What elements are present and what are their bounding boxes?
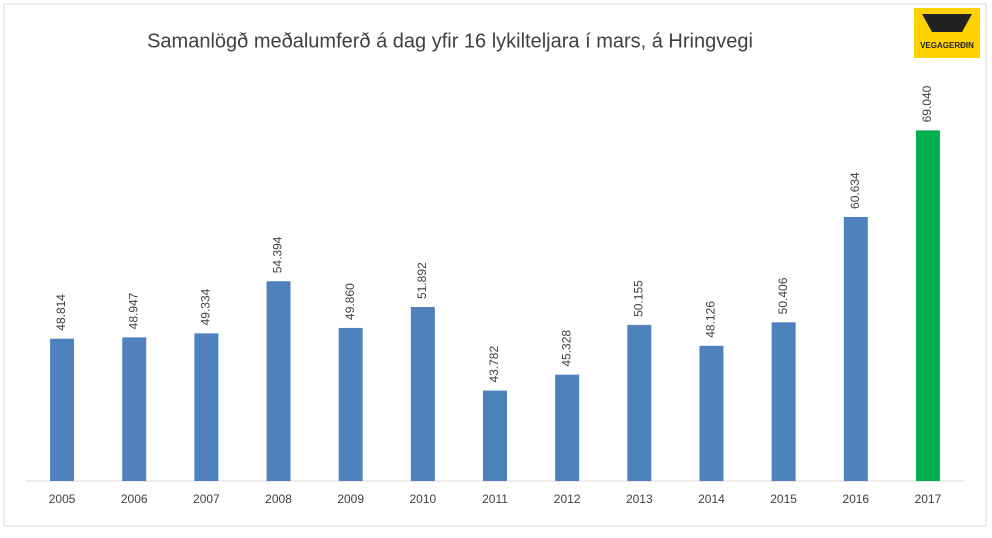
data-label: 43.782 (487, 346, 501, 383)
bar (771, 322, 796, 481)
data-label: 54.394 (271, 236, 285, 273)
x-tick-label: 2010 (409, 492, 436, 506)
logo: VEGAGERÐIN (914, 8, 980, 58)
x-tick-label: 2008 (265, 492, 292, 506)
data-label: 48.947 (126, 292, 140, 329)
data-label: 50.155 (631, 280, 645, 317)
data-label: 50.406 (776, 277, 790, 314)
data-label: 60.634 (848, 172, 862, 209)
x-tick-label: 2016 (842, 492, 869, 506)
x-tick-label: 2009 (337, 492, 364, 506)
logo-text: VEGAGERÐIN (920, 41, 974, 50)
bar (410, 307, 435, 481)
x-tick-label: 2014 (698, 492, 725, 506)
x-tick-label: 2015 (770, 492, 797, 506)
bar (915, 130, 940, 481)
logo-icon (922, 14, 972, 32)
x-tick-label: 2013 (626, 492, 653, 506)
x-tick-label: 2011 (482, 492, 508, 506)
bar (338, 327, 363, 481)
chart-title: Samanlögð meðalumferð á dag yfir 16 lyki… (147, 30, 753, 52)
bar (699, 345, 724, 481)
data-label: 69.040 (920, 85, 934, 122)
bar (555, 374, 580, 481)
data-label: 49.334 (199, 288, 213, 325)
bar (50, 338, 75, 481)
data-label: 49.860 (343, 283, 357, 320)
x-tick-label: 2012 (554, 492, 581, 506)
x-tick-label: 2005 (49, 492, 76, 506)
x-tick-label: 2006 (121, 492, 148, 506)
bar (627, 324, 652, 481)
x-tick-label: 2017 (915, 492, 942, 506)
data-label: 51.892 (415, 262, 429, 299)
bar (266, 281, 291, 481)
bar (122, 337, 147, 481)
data-label: 48.126 (704, 301, 718, 338)
data-label: 45.328 (559, 330, 573, 367)
data-label: 48.814 (54, 294, 68, 331)
x-tick-label: 2007 (193, 492, 220, 506)
bar (483, 390, 507, 481)
bar (843, 216, 868, 482)
bar (194, 333, 219, 481)
